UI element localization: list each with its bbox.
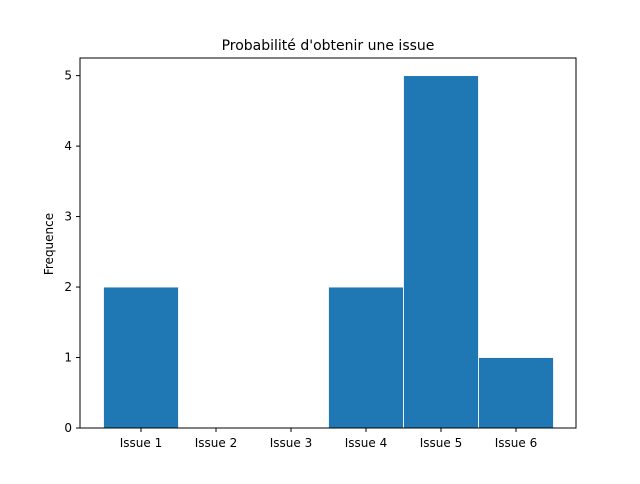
x-tick-label: Issue 1: [120, 436, 162, 450]
y-tick-label: 2: [64, 280, 72, 294]
y-tick-label: 1: [64, 351, 72, 365]
x-tick-label: Issue 5: [420, 436, 462, 450]
plot-frame: [79, 57, 577, 429]
x-tick-label: Issue 2: [195, 436, 237, 450]
bars-layer: [103, 75, 554, 429]
bar-issue-5: [403, 75, 479, 429]
x-tick-label: Issue 6: [495, 436, 537, 450]
y-tick-label: 3: [64, 210, 72, 224]
x-tick-label: Issue 4: [345, 436, 387, 450]
x-axis-ticks: Issue 1 Issue 2 Issue 3 Issue 4 Issue 5 Issue…: [120, 428, 537, 450]
bar-issue-1: [103, 286, 179, 429]
y-tick-label: 4: [64, 139, 72, 153]
y-tick-label: 5: [64, 69, 72, 83]
x-tick-label: Issue 3: [270, 436, 312, 450]
bar-issue-4: [328, 286, 404, 429]
y-axis-ticks: 0 1 2 3 4 5: [64, 69, 80, 435]
y-tick-label: 0: [64, 421, 72, 435]
bar-issue-6: [478, 357, 554, 429]
y-axis-label: Frequence: [42, 213, 56, 275]
chart-title: Probabilité d'obtenir une issue: [222, 38, 435, 54]
